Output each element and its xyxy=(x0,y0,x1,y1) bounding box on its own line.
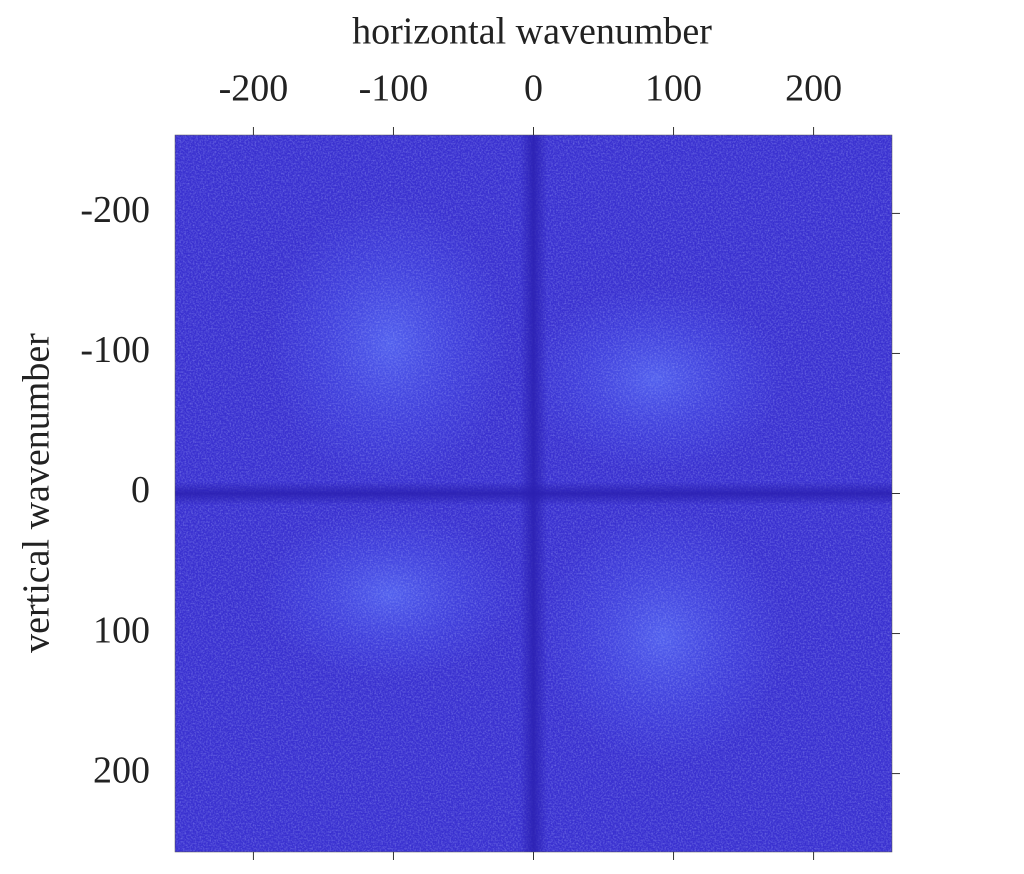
y-tick-label: -100 xyxy=(80,329,150,371)
y-axis-label: vertical wavenumber xyxy=(16,333,58,653)
y-tick-label: 0 xyxy=(131,469,150,511)
y-tick-label: 200 xyxy=(93,749,150,791)
y-tick-label: -200 xyxy=(80,189,150,231)
x-tick-label: -100 xyxy=(359,68,429,110)
x-tick-label: 0 xyxy=(524,68,543,110)
x-tick-label: 100 xyxy=(645,68,702,110)
x-tick-label: -200 xyxy=(219,68,289,110)
x-tick-label: 200 xyxy=(785,68,842,110)
y-tick-label: 100 xyxy=(93,609,150,651)
horizontal-band xyxy=(175,481,892,506)
x-axis-label: horizontal wavenumber xyxy=(352,11,712,53)
plot-area xyxy=(175,135,892,852)
